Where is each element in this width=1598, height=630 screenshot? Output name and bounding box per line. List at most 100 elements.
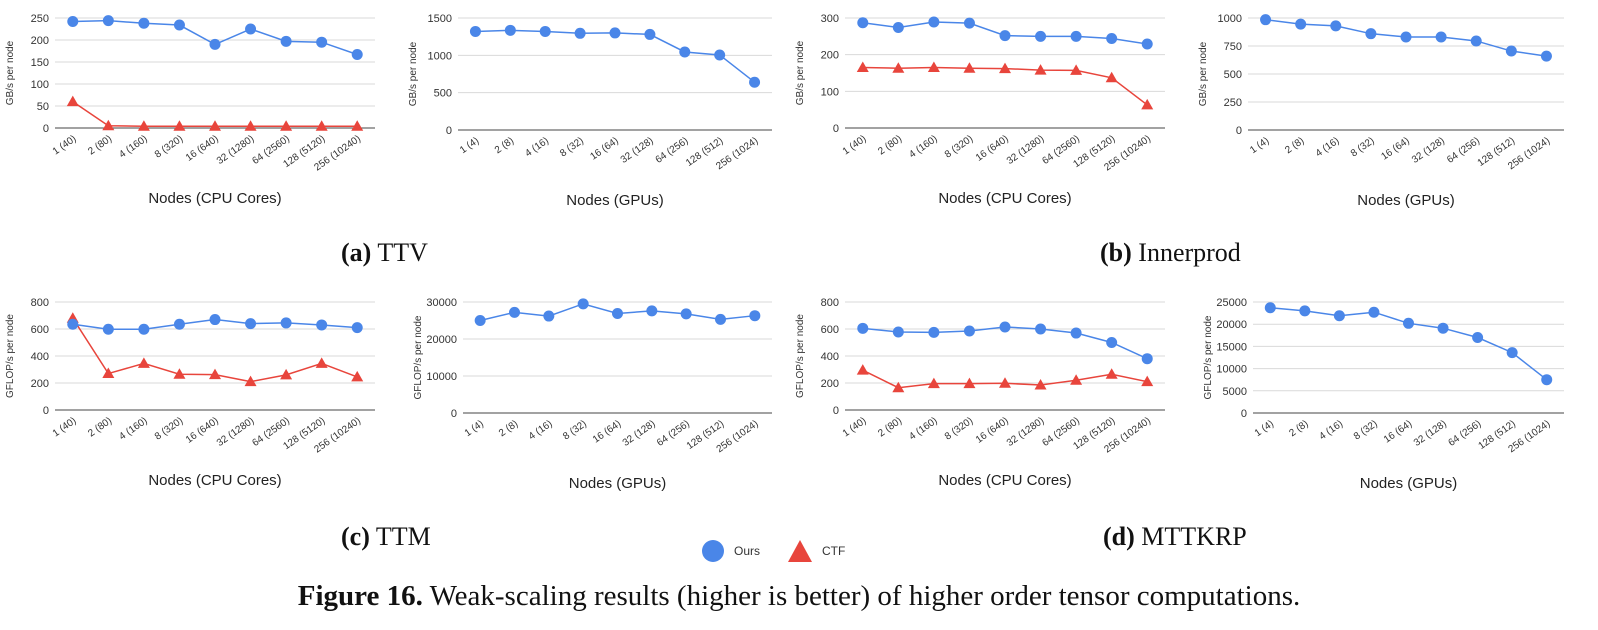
data-point-ctf [963, 62, 976, 73]
data-point-ours [714, 49, 726, 61]
x-tick-label: 8 (320) [943, 133, 975, 160]
y-tick-label: 200 [821, 378, 839, 390]
data-point-ctf [209, 120, 221, 131]
y-tick-label: 400 [31, 351, 49, 363]
data-point-ours [1437, 322, 1449, 334]
data-point-ctf [280, 120, 293, 131]
x-tick-label: 2 (80) [876, 415, 904, 439]
data-point-ours [1035, 30, 1047, 42]
y-tick-label: 200 [31, 378, 49, 390]
data-point-ours [1070, 327, 1082, 339]
y-tick-label: 250 [31, 13, 49, 25]
data-point-ctf [856, 61, 869, 72]
chart-6: 0 10000 20000 30000 1 (4) 2 (8) 4 (16) 8 (32) 16… [413, 297, 772, 492]
x-tick-label: 1 (4) [1248, 135, 1271, 156]
figure-caption-label: Figure 16. [297, 580, 423, 612]
x-tick-label: 8 (320) [153, 133, 185, 160]
y-tick-label: 100 [821, 86, 839, 98]
y-tick-label: 800 [821, 297, 839, 309]
data-point-ours [1470, 35, 1482, 47]
data-point-ours [644, 28, 656, 40]
data-point-ctf [102, 367, 115, 379]
circle-marker-icon [702, 540, 724, 562]
y-tick-label: 0 [43, 123, 49, 135]
data-point-ctf [1034, 64, 1047, 75]
data-point-ours [316, 319, 328, 331]
x-tick-label: 32 (128) [621, 418, 658, 448]
data-point-ours [351, 322, 363, 334]
y-axis-label: GB/s per node [408, 41, 419, 106]
chart-8: 0 5000 10000 15000 20000 25000 1 (4) 2 (8) 4 (16… [1203, 297, 1564, 492]
data-point-ours [574, 27, 586, 39]
y-tick-label: 50 [37, 101, 49, 113]
data-point-ours [474, 315, 486, 326]
data-point-ours [679, 46, 691, 58]
y-axis-label: GFLOP/s per node [795, 314, 806, 398]
caption-d: (d) MTTKRP [1103, 522, 1247, 552]
x-tick-label: 4 (160) [117, 133, 149, 160]
x-axis-label: Nodes (CPU Cores) [938, 190, 1071, 207]
data-point-ours [543, 310, 555, 322]
x-tick-label: 1 (4) [463, 418, 486, 439]
series-line-ctf [862, 66, 1148, 106]
data-point-ours [509, 306, 520, 318]
x-axis-label: Nodes (GPUs) [1357, 192, 1455, 209]
x-tick-label: 2 (80) [86, 415, 114, 439]
y-tick-label: 400 [821, 351, 839, 363]
caption-a-letter: (a) [341, 238, 372, 267]
data-point-ctf [1105, 368, 1118, 379]
caption-b-text: Innerprod [1138, 238, 1241, 267]
caption-c-letter: (c) [341, 522, 370, 551]
data-point-ctf [137, 120, 150, 131]
legend-item-ctf: CTF [786, 538, 845, 564]
caption-a-text: TTV [377, 238, 428, 267]
y-tick-label: 300 [821, 13, 839, 25]
data-point-ctf [963, 377, 976, 389]
y-tick-label: 150 [31, 57, 49, 69]
data-point-ours [1264, 302, 1276, 314]
y-tick-label: 10000 [426, 371, 457, 383]
caption-c-text: TTM [375, 522, 431, 551]
data-point-ours [209, 314, 221, 326]
y-tick-label: 1000 [428, 50, 452, 62]
data-point-ctf [244, 120, 257, 131]
data-point-ours [680, 308, 692, 320]
data-point-ctf [66, 95, 79, 107]
caption-d-text: MTTKRP [1141, 522, 1247, 551]
x-tick-label: 16 (64) [1382, 418, 1414, 445]
y-tick-label: 600 [821, 324, 839, 336]
x-tick-label: 32 (1280) [1005, 133, 1046, 167]
data-point-ours [1333, 310, 1345, 322]
data-point-ours [539, 25, 551, 37]
data-point-ours [351, 49, 363, 61]
y-axis-label: GB/s per node [795, 40, 806, 105]
data-point-ours [138, 323, 150, 335]
y-tick-label: 5000 [1223, 386, 1247, 398]
x-tick-label: 8 (32) [561, 418, 589, 442]
data-point-ours [1260, 14, 1272, 26]
x-tick-label: 32 (1280) [1005, 415, 1046, 449]
y-tick-label: 0 [1241, 408, 1247, 420]
data-point-ours [316, 36, 328, 48]
x-tick-label: 8 (32) [558, 135, 586, 159]
figure-caption-text: Weak-scaling results (higher is better) … [429, 580, 1301, 612]
data-point-ours [646, 305, 658, 317]
x-tick-label: 8 (320) [153, 415, 185, 442]
data-point-ctf [351, 370, 364, 382]
y-tick-label: 0 [446, 125, 452, 137]
legend-label-ours: Ours [734, 544, 761, 558]
data-point-ours [1330, 20, 1342, 32]
y-tick-label: 800 [31, 297, 49, 309]
y-tick-label: 100 [31, 79, 49, 91]
data-point-ours [963, 17, 975, 29]
data-point-ctf [1141, 98, 1154, 110]
data-point-ours [1541, 374, 1553, 386]
data-point-ours [892, 326, 904, 338]
data-point-ours [1403, 317, 1414, 329]
y-axis-label: GB/s per node [1198, 41, 1209, 106]
data-point-ours [1106, 337, 1118, 348]
y-tick-label: 250 [1224, 97, 1242, 109]
x-tick-label: 4 (160) [907, 133, 939, 160]
data-point-ours [928, 326, 940, 338]
